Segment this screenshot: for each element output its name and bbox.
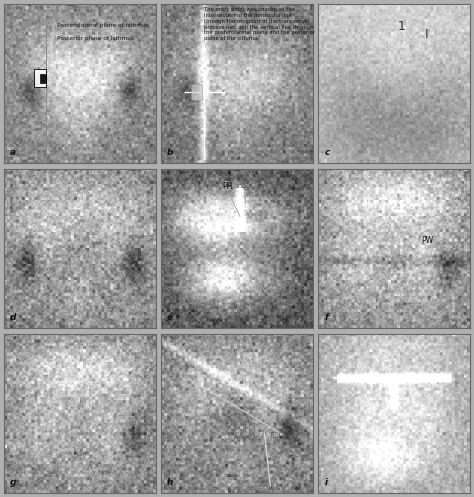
- Text: e: e: [167, 313, 173, 322]
- Text: a: a: [10, 148, 16, 157]
- Text: g: g: [10, 478, 17, 487]
- Text: PW: PW: [421, 236, 434, 245]
- Text: f: f: [324, 313, 328, 322]
- Text: c: c: [324, 148, 330, 157]
- Text: Posterior plane of isthmus: Posterior plane of isthmus: [57, 36, 134, 41]
- Bar: [34, 69, 46, 87]
- Bar: [191, 83, 202, 99]
- Text: PH: PH: [222, 181, 232, 190]
- Text: b: b: [167, 148, 173, 157]
- Text: d: d: [10, 313, 17, 322]
- Text: Posterolateral plane of isthmus: Posterolateral plane of isthmus: [57, 23, 149, 28]
- Text: E angle: E angle: [260, 432, 283, 437]
- Bar: [40, 74, 46, 83]
- Text: I: I: [425, 28, 428, 41]
- Text: i: i: [324, 478, 328, 487]
- Text: F angle: F angle: [368, 394, 392, 399]
- Text: The entry point was chosen as the
intersection of the horizontal line
through th: The entry point was chosen as the inters…: [203, 7, 315, 41]
- Text: h: h: [167, 478, 173, 487]
- Text: S+: S+: [57, 448, 66, 453]
- Text: 1: 1: [397, 20, 405, 33]
